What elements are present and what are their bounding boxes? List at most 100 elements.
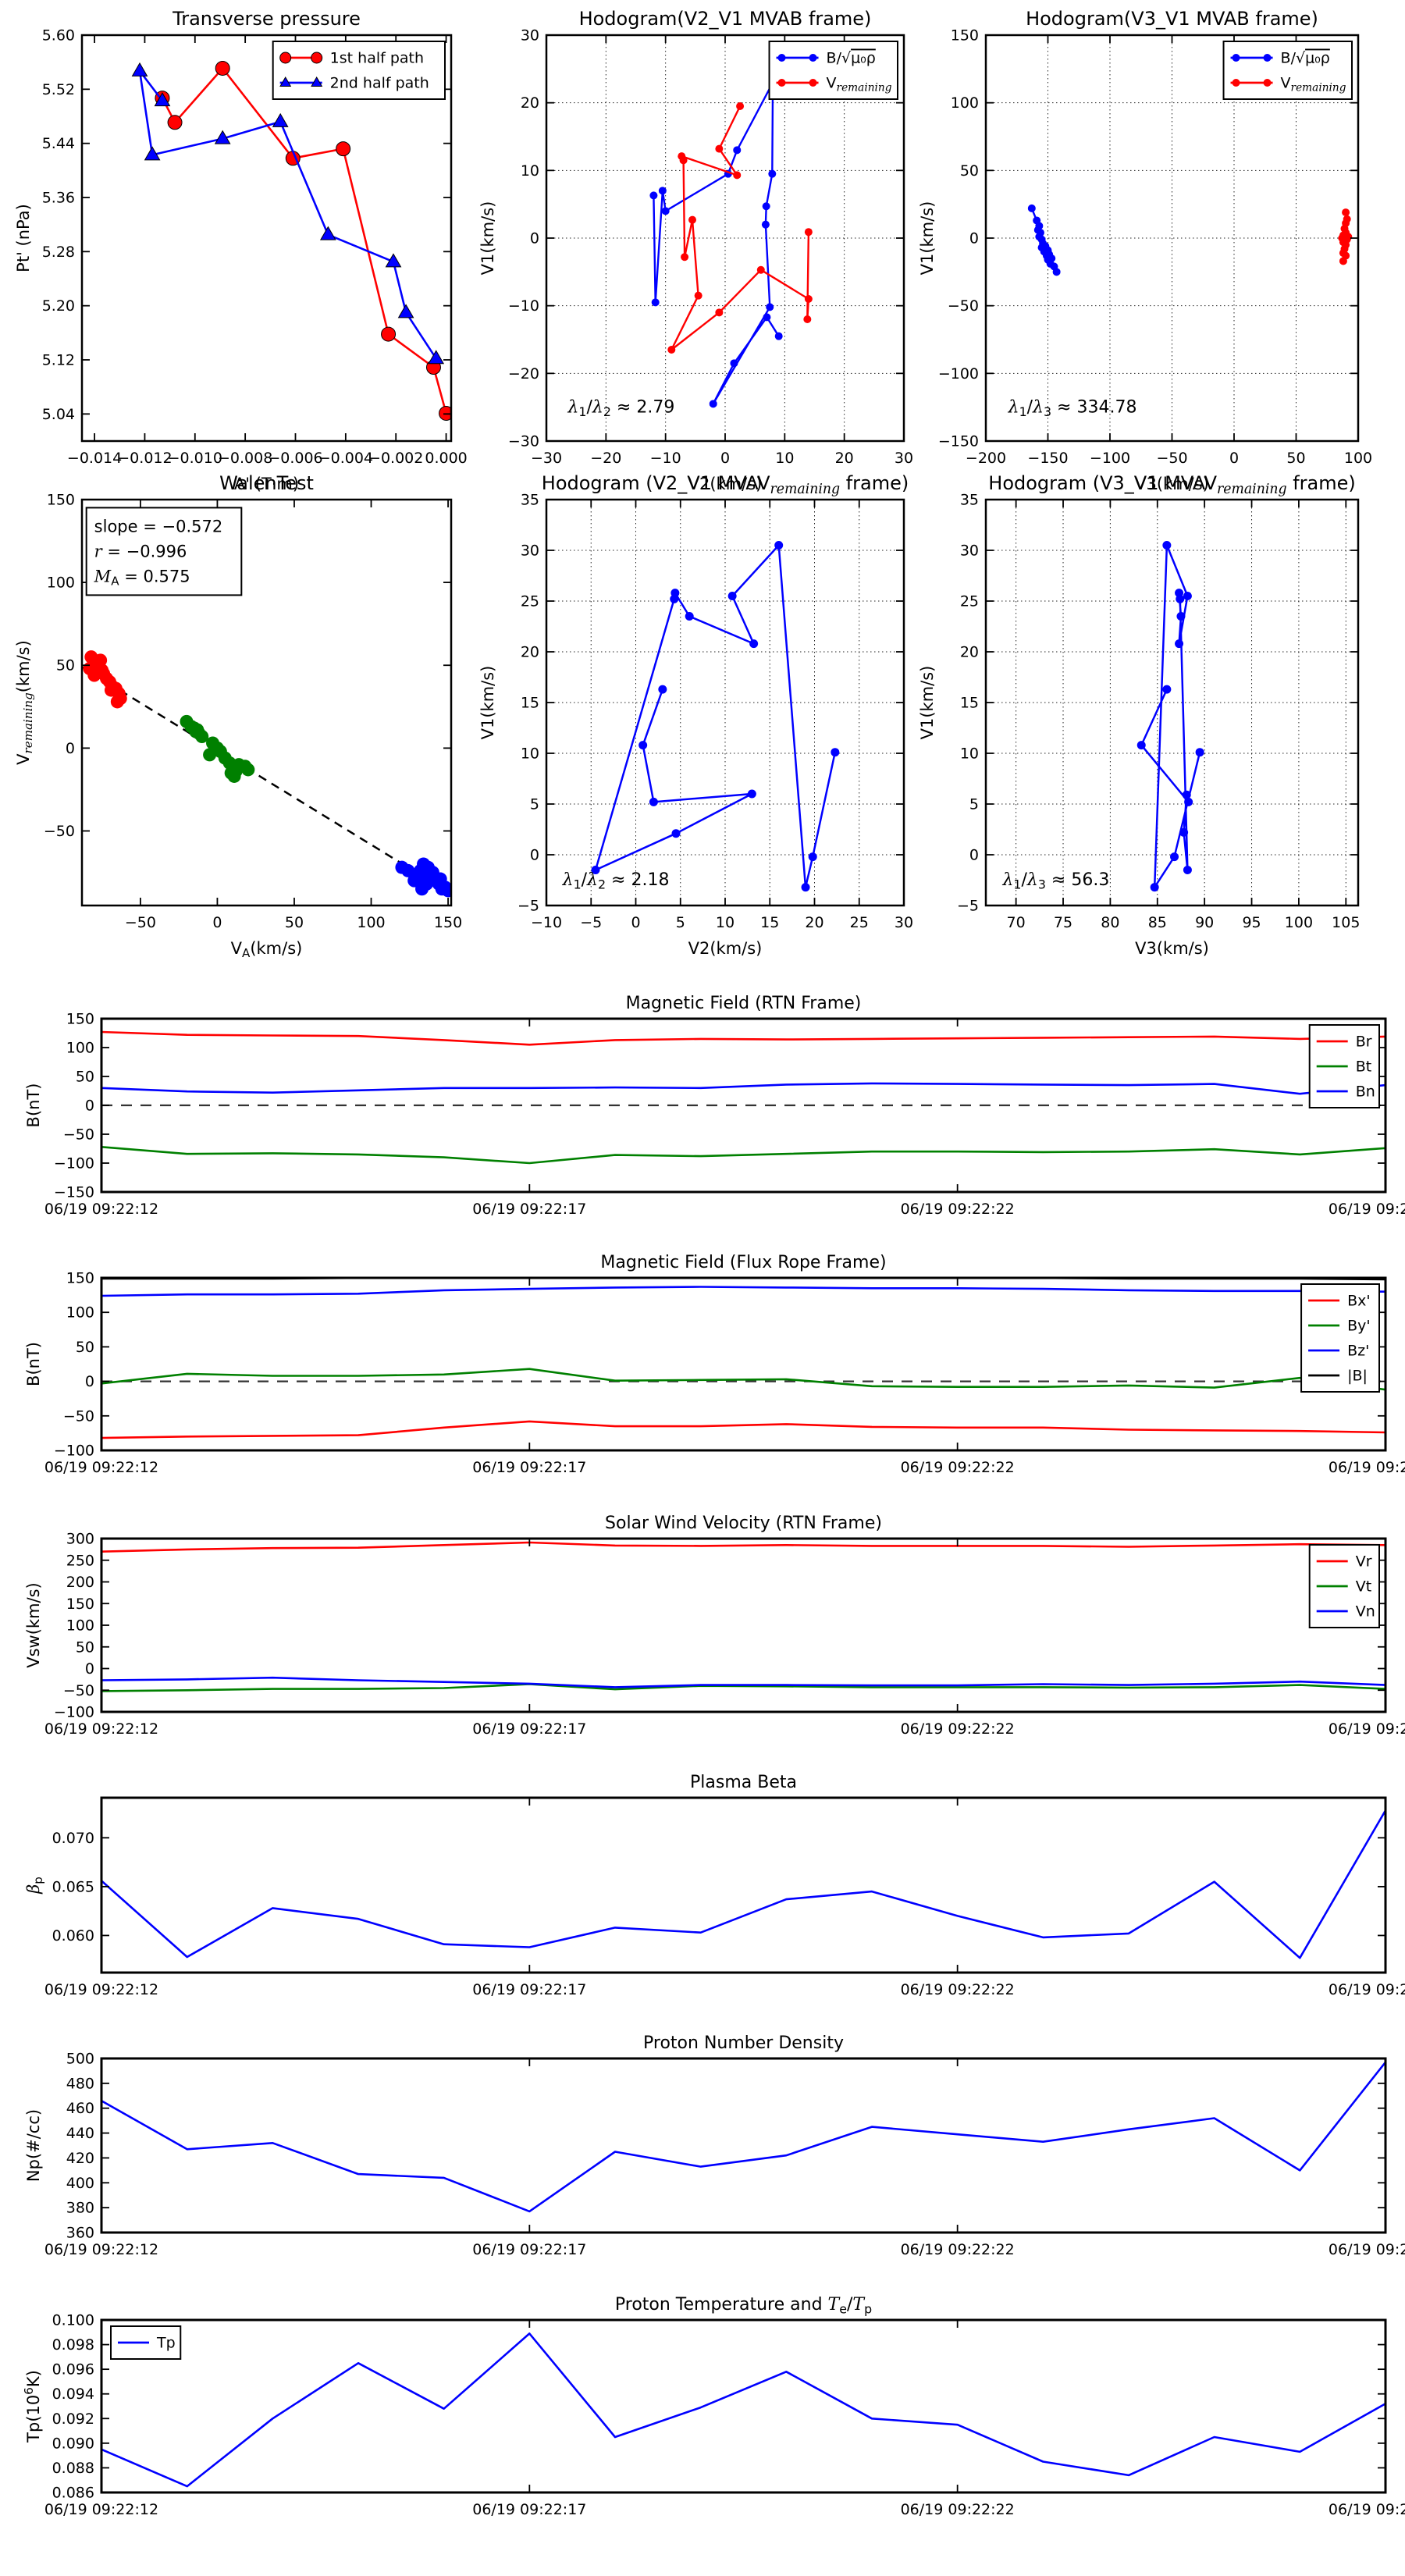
svg-text:Bx': Bx': [1347, 1293, 1371, 1310]
svg-text:Pt' (nPa): Pt' (nPa): [14, 204, 33, 272]
svg-text:15: 15: [521, 695, 539, 712]
svg-text:V3(km/s): V3(km/s): [1135, 939, 1209, 958]
svg-text:0.060: 0.060: [52, 1927, 94, 1944]
svg-text:−0.006: −0.006: [268, 450, 322, 467]
svg-text:06/19 09:22:17: 06/19 09:22:17: [472, 1720, 586, 1738]
svg-text:400: 400: [66, 2175, 94, 2192]
svg-text:5.52: 5.52: [42, 81, 75, 98]
svg-text:0: 0: [85, 1373, 94, 1390]
svg-text:50: 50: [56, 657, 75, 674]
svg-text:06/19 09:22:27: 06/19 09:22:27: [1329, 2501, 1405, 2518]
svg-text:100: 100: [66, 1040, 94, 1057]
chart-hodogram-v2v1-mvav: −10 −5 0 5 10 15 20 25 30−505101520253035Hodogra…: [478, 472, 913, 958]
svg-text:0.092: 0.092: [52, 2411, 94, 2428]
svg-text:100: 100: [1285, 914, 1313, 931]
svg-text:−10: −10: [531, 914, 562, 931]
svg-text:20: 20: [835, 450, 854, 467]
svg-text:0.000: 0.000: [425, 450, 467, 467]
svg-text:−30: −30: [508, 433, 539, 450]
svg-text:10: 10: [521, 162, 539, 180]
svg-text:Bt: Bt: [1356, 1059, 1371, 1076]
svg-text:10: 10: [960, 745, 979, 763]
svg-text:−20: −20: [590, 450, 621, 467]
svg-text:0.096: 0.096: [52, 2361, 94, 2379]
svg-text:360: 360: [66, 2225, 94, 2242]
svg-text:−5: −5: [580, 914, 602, 931]
svg-text:Bz': Bz': [1347, 1343, 1369, 1360]
svg-text:100: 100: [66, 1617, 94, 1635]
svg-text:0.094: 0.094: [52, 2386, 94, 2403]
svg-text:500: 500: [66, 2051, 94, 2068]
svg-text:−20: −20: [508, 365, 539, 382]
svg-text:0: 0: [212, 914, 222, 931]
svg-text:−50: −50: [63, 1682, 94, 1699]
svg-text:−100: −100: [54, 1155, 94, 1172]
svg-text:B(nT): B(nT): [24, 1342, 43, 1386]
svg-text:06/19 09:22:27: 06/19 09:22:27: [1329, 1459, 1405, 1476]
svg-text:−50: −50: [63, 1126, 94, 1144]
svg-text:V2(km/s): V2(km/s): [688, 475, 763, 493]
chart-hodogram-v2v1-mvab: −30 −20 −10 0 10 20 30 −30 −20 −10 0 10 20 30 Hodogram…: [478, 8, 913, 493]
svg-text:15: 15: [760, 914, 779, 931]
svg-text:0.088: 0.088: [52, 2460, 94, 2477]
svg-text:100: 100: [1344, 450, 1372, 467]
svg-text:30: 30: [895, 914, 913, 931]
svg-text:Vsw(km/s): Vsw(km/s): [24, 1582, 43, 1668]
svg-text:50: 50: [285, 914, 304, 931]
svg-text:35: 35: [521, 492, 539, 509]
svg-text:06/19 09:22:22: 06/19 09:22:22: [901, 1981, 1015, 1998]
svg-text:5.28: 5.28: [42, 244, 75, 261]
svg-text:Magnetic Field (RTN Frame): Magnetic Field (RTN Frame): [626, 994, 862, 1013]
svg-text:−50: −50: [63, 1407, 94, 1425]
svg-text:5.44: 5.44: [42, 135, 75, 152]
svg-text:25: 25: [960, 593, 979, 610]
svg-text:06/19 09:22:27: 06/19 09:22:27: [1329, 2241, 1405, 2258]
svg-text:10: 10: [775, 450, 794, 467]
svg-text:250: 250: [66, 1552, 94, 1569]
svg-text:150: 150: [47, 492, 75, 509]
svg-text:−150: −150: [1027, 450, 1068, 467]
svg-text:2nd half path: 2nd half path: [330, 75, 429, 92]
svg-text:10: 10: [521, 745, 539, 763]
svg-text:−10: −10: [508, 297, 539, 315]
svg-text:200: 200: [66, 1574, 94, 1591]
svg-text:06/19 09:22:12: 06/19 09:22:12: [44, 1201, 158, 1218]
svg-text:V1(km/s): V1(km/s): [478, 666, 497, 740]
svg-text:100: 100: [357, 914, 385, 931]
svg-text:−100: −100: [938, 365, 979, 382]
svg-text:Tp: Tp: [156, 2335, 176, 2352]
svg-text:100: 100: [951, 94, 979, 112]
svg-text:λ1/λ2 ≈ 2.18: λ1/λ2 ≈ 2.18: [562, 870, 670, 891]
svg-text:0: 0: [530, 230, 539, 247]
svg-text:06/19 09:22:27: 06/19 09:22:27: [1329, 1981, 1405, 1998]
svg-text:06/19 09:22:27: 06/19 09:22:27: [1329, 1201, 1405, 1218]
svg-text:5.04: 5.04: [42, 406, 75, 423]
svg-text:0.070: 0.070: [52, 1830, 94, 1847]
svg-text:150: 150: [66, 1011, 94, 1028]
svg-text:0: 0: [969, 230, 979, 247]
svg-text:Vremaining(km/s): Vremaining(km/s): [14, 640, 35, 765]
svg-text:06/19 09:22:17: 06/19 09:22:17: [472, 2501, 586, 2518]
svg-text:Proton Temperature and Te/Tp: Proton Temperature and Te/Tp: [615, 2295, 872, 2316]
svg-text:06/19 09:22:27: 06/19 09:22:27: [1329, 1720, 1405, 1738]
svg-text:06/19 09:22:22: 06/19 09:22:22: [901, 2501, 1015, 2518]
svg-text:−50: −50: [1156, 450, 1187, 467]
svg-text:−100: −100: [54, 1704, 94, 1721]
svg-text:15: 15: [960, 695, 979, 712]
svg-text:−200: −200: [966, 450, 1006, 467]
svg-text:−100: −100: [54, 1443, 94, 1460]
svg-text:slope = −0.572: slope = −0.572: [94, 517, 223, 535]
chart-magnetic-field-fluxrope: 06/19 09:22:12 06/19 09:22:17 06/19 09:22:…: [24, 1253, 1405, 1476]
svg-text:30: 30: [895, 450, 913, 467]
svg-text:460: 460: [66, 2100, 94, 2117]
svg-text:20: 20: [521, 94, 539, 112]
svg-text:440: 440: [66, 2125, 94, 2142]
svg-text:−0.014: −0.014: [67, 450, 122, 467]
svg-text:Hodogram (V2_V1 MVAVremaining: Hodogram (V2_V1 MVAVremaining frame): [542, 472, 909, 497]
svg-text:5.20: 5.20: [42, 297, 75, 315]
svg-text:B(nT): B(nT): [24, 1083, 43, 1128]
svg-text:λ1/λ3 ≈ 56.3: λ1/λ3 ≈ 56.3: [1001, 870, 1109, 891]
svg-text:300: 300: [66, 1531, 94, 1548]
svg-text:5.36: 5.36: [42, 190, 75, 207]
svg-text:25: 25: [521, 593, 539, 610]
